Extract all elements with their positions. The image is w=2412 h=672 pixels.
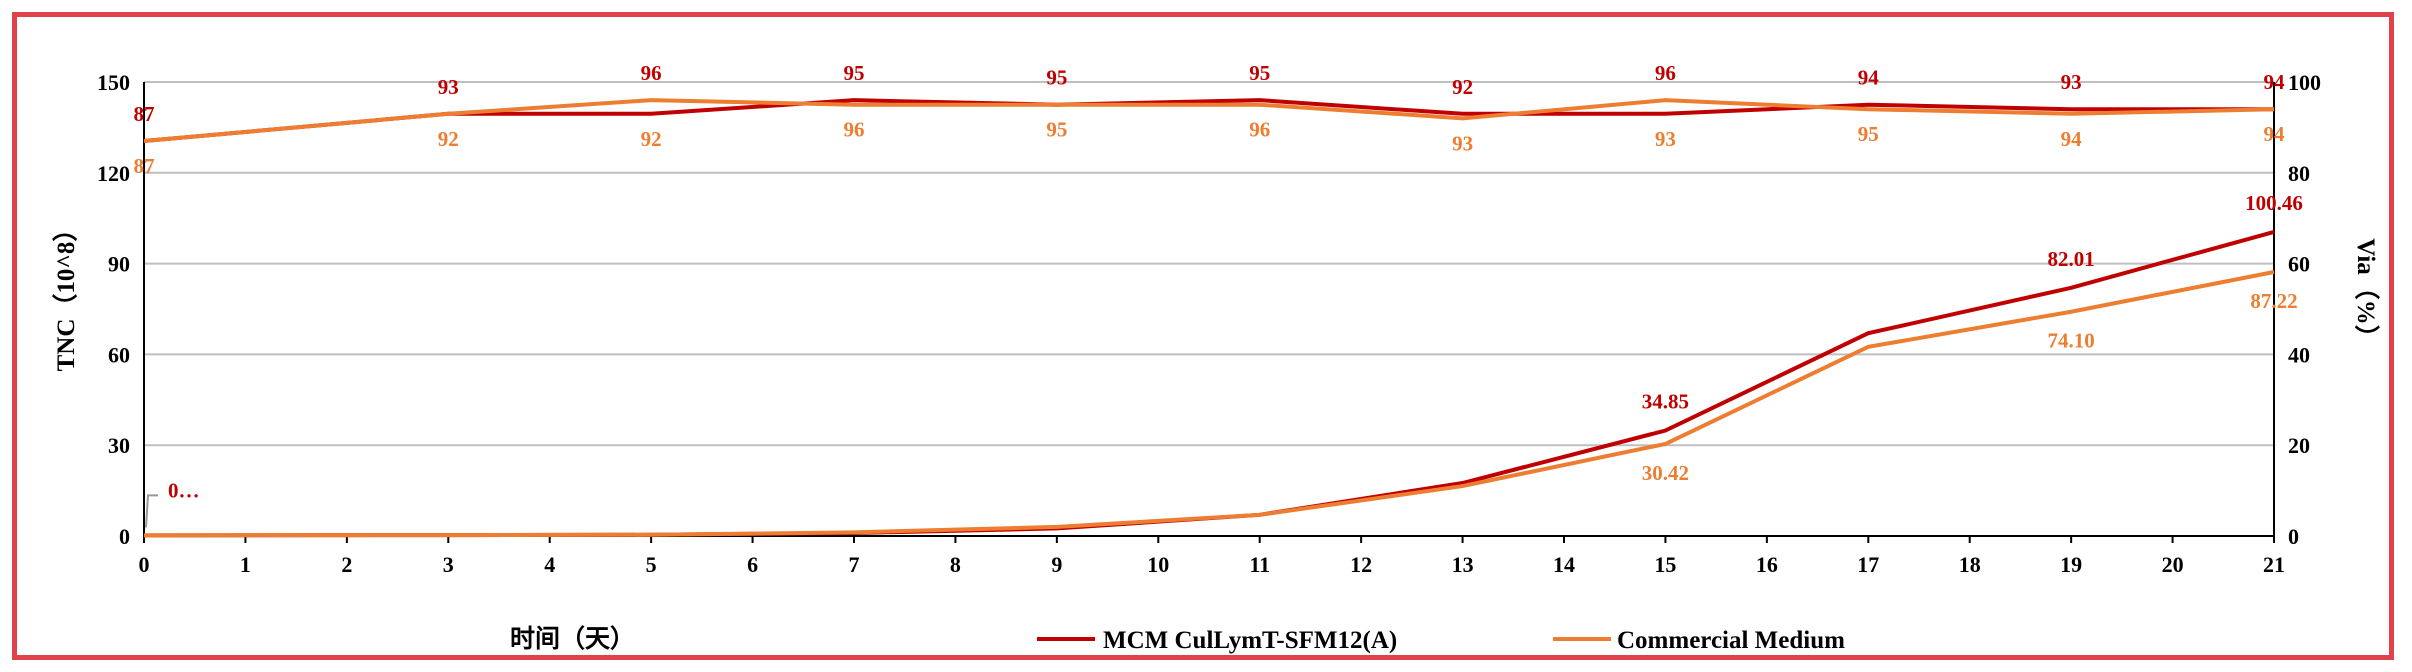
x-tick-label: 1 (240, 552, 251, 577)
chart-frame (12, 12, 2394, 660)
data-label-tnc-commercial: 87.22 (2250, 289, 2297, 313)
data-label-via-commercial: 93 (1452, 131, 1473, 155)
data-label-tnc-mcm: 100.46 (2245, 191, 2303, 215)
x-tick-label: 5 (646, 552, 657, 577)
y-right-tick-label: 40 (2288, 342, 2310, 367)
legend-label-commercial: Commercial Medium (1617, 627, 1845, 654)
x-axis-title: 时间（天） (510, 624, 635, 653)
x-tick-label: 10 (1147, 552, 1169, 577)
series-line-via-1 (143, 98, 2275, 144)
x-tick-label: 21 (2263, 552, 2285, 577)
x-tick-label: 17 (1857, 552, 1879, 577)
y-right-tick-label: 80 (2288, 161, 2310, 186)
y-right-tick-label: 60 (2288, 252, 2310, 277)
x-tick-label: 13 (1452, 552, 1474, 577)
data-label-via-commercial: 95 (1046, 118, 1067, 142)
data-label-via-mcm: 94 (1858, 66, 1880, 90)
x-tick-label: 8 (950, 552, 961, 577)
data-label-via-mcm: 92 (1452, 75, 1473, 99)
y-right-tick-label: 100 (2288, 70, 2321, 95)
y-right-tick-label: 0 (2288, 524, 2299, 549)
x-tick-label: 7 (849, 552, 860, 577)
data-label-tnc-mcm: 0… (168, 478, 200, 502)
data-labels: 87 93 96 95 95 95 92 96 94 93 94 87 92 92 96 95 96 93 93 95… (134, 61, 2303, 528)
data-label-via-commercial: 93 (1655, 127, 1676, 151)
data-label-via-mcm: 93 (438, 75, 459, 99)
series-line-via-0 (143, 98, 2274, 144)
x-tick-label: 18 (1959, 552, 1981, 577)
series-line-tnc-0 (143, 230, 2275, 538)
y-left-tick-label: 120 (97, 161, 130, 186)
data-label-via-mcm: 95 (1249, 61, 1270, 85)
data-label-via-commercial: 92 (438, 127, 459, 151)
gridlines (144, 81, 2274, 447)
data-label-via-commercial: 96 (1249, 118, 1270, 142)
x-tick-label: 9 (1051, 552, 1062, 577)
x-tick-label: 11 (1249, 552, 1270, 577)
series-line-tnc-1 (143, 270, 2275, 538)
data-label-via-mcm: 96 (641, 61, 662, 85)
data-label-via-mcm: 94 (2264, 70, 2286, 94)
data-label-via-mcm: 87 (134, 102, 155, 126)
data-label-tnc-mcm: 82.01 (2048, 247, 2095, 271)
x-tick-label: 19 (2060, 552, 2082, 577)
x-tick-label: 14 (1553, 552, 1575, 577)
right-axis-title: Via（%） (2352, 238, 2381, 350)
y-left-tick-label: 90 (108, 252, 130, 277)
x-tick-label: 15 (1654, 552, 1676, 577)
data-label-tnc-commercial: 30.42 (1642, 461, 1689, 485)
data-label-via-commercial: 92 (641, 127, 662, 151)
data-label-via-commercial: 96 (844, 118, 865, 142)
data-label-via-commercial: 87 (134, 154, 155, 178)
y-right-tick-label: 20 (2288, 433, 2310, 458)
data-label-via-mcm: 95 (844, 61, 865, 85)
data-label-via-commercial: 94 (2061, 127, 2083, 151)
y-left-tick-label: 60 (108, 342, 130, 367)
data-label-via-commercial: 95 (1858, 122, 1879, 146)
legend-label-mcm: MCM CulLymT-SFM12(A) (1103, 627, 1397, 654)
x-tick-label: 16 (1756, 552, 1778, 577)
series-lines (143, 98, 2275, 538)
y-left-tick-label: 30 (108, 433, 130, 458)
data-label-via-mcm: 95 (1046, 66, 1067, 90)
x-tick-label: 6 (747, 552, 758, 577)
left-axis-title: TNC（10^8） (51, 217, 80, 372)
x-tick-label: 4 (544, 552, 555, 577)
y-left-tick-label: 0 (119, 524, 130, 549)
x-tick-label: 12 (1350, 552, 1372, 577)
data-label-via-mcm: 93 (2061, 70, 2082, 94)
data-label-tnc-mcm: 34.85 (1642, 390, 1689, 414)
x-tick-label: 20 (2162, 552, 2184, 577)
data-label-via-mcm: 96 (1655, 61, 1676, 85)
data-label-tnc-commercial: 74.10 (2048, 329, 2095, 353)
data-label-via-commercial: 94 (2264, 122, 2286, 146)
legend: MCM CulLymT-SFM12(A) Commercial Medium (1037, 627, 1845, 654)
x-tick-label: 3 (443, 552, 454, 577)
x-tick-label: 2 (341, 552, 352, 577)
leader-line (145, 494, 158, 528)
x-tick-label: 0 (139, 552, 150, 577)
y-left-tick-label: 150 (97, 70, 130, 95)
